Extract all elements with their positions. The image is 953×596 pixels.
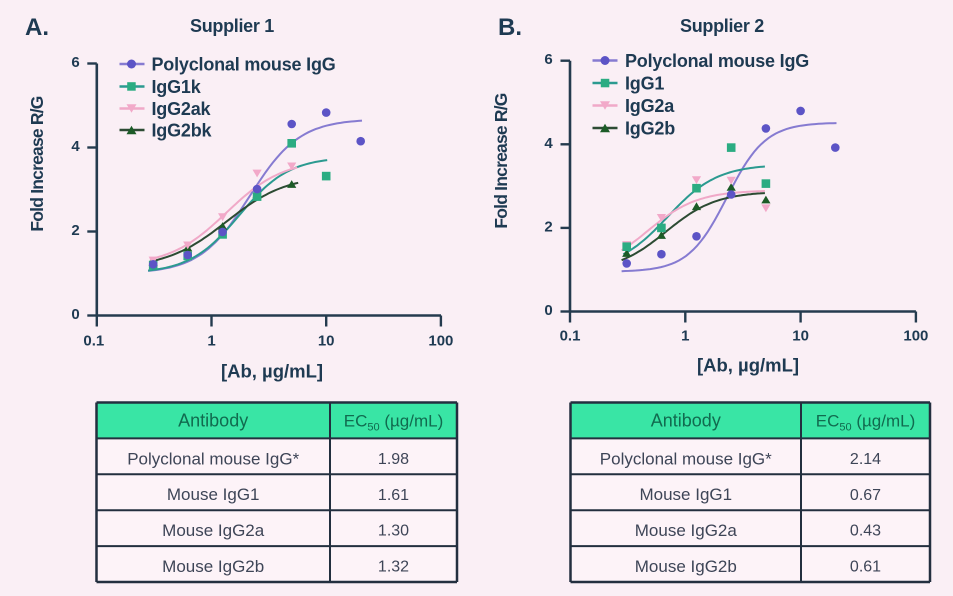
svg-text:4: 4 xyxy=(544,135,553,152)
svg-text:1.98: 1.98 xyxy=(378,451,409,468)
svg-text:IgG1: IgG1 xyxy=(625,74,664,94)
svg-text:[Ab, µg/mL]: [Ab, µg/mL] xyxy=(697,355,799,376)
svg-text:0: 0 xyxy=(71,306,79,323)
svg-text:1: 1 xyxy=(681,328,689,345)
svg-text:Supplier 2: Supplier 2 xyxy=(680,16,764,36)
svg-text:IgG1k: IgG1k xyxy=(152,77,202,97)
svg-text:IgG2bk: IgG2bk xyxy=(152,121,213,141)
svg-text:4: 4 xyxy=(71,138,80,155)
svg-text:6: 6 xyxy=(71,54,79,71)
svg-text:6: 6 xyxy=(544,51,552,68)
svg-text:100: 100 xyxy=(428,333,453,350)
svg-text:Polyclonal mouse IgG: Polyclonal mouse IgG xyxy=(625,51,809,71)
svg-text:0.1: 0.1 xyxy=(83,333,104,350)
svg-text:0.67: 0.67 xyxy=(850,487,881,504)
svg-text:Mouse IgG2b: Mouse IgG2b xyxy=(635,557,737,576)
svg-text:Mouse IgG1: Mouse IgG1 xyxy=(639,485,732,504)
svg-text:IgG2a: IgG2a xyxy=(625,96,675,116)
svg-text:Fold Increase R/G: Fold Increase R/G xyxy=(491,93,511,228)
svg-text:[Ab, µg/mL]: [Ab, µg/mL] xyxy=(221,361,323,382)
svg-text:Polyclonal mouse IgG: Polyclonal mouse IgG xyxy=(152,55,336,75)
svg-text:EC50 (µg/mL): EC50 (µg/mL) xyxy=(344,411,444,433)
svg-text:10: 10 xyxy=(318,333,335,350)
svg-text:Polyclonal mouse IgG*: Polyclonal mouse IgG* xyxy=(127,449,299,468)
svg-text:1.32: 1.32 xyxy=(378,559,409,576)
svg-text:A.: A. xyxy=(25,14,49,41)
svg-text:0.43: 0.43 xyxy=(850,523,881,540)
svg-text:100: 100 xyxy=(903,328,928,345)
svg-text:Polyclonal mouse IgG*: Polyclonal mouse IgG* xyxy=(600,449,772,468)
svg-text:Supplier 1: Supplier 1 xyxy=(190,16,274,36)
svg-text:1.30: 1.30 xyxy=(378,523,409,540)
svg-text:2.14: 2.14 xyxy=(850,451,881,468)
svg-text:0.1: 0.1 xyxy=(560,328,581,345)
svg-text:2: 2 xyxy=(544,218,552,235)
svg-text:EC50 (µg/mL): EC50 (µg/mL) xyxy=(816,411,916,433)
svg-text:Mouse IgG2a: Mouse IgG2a xyxy=(635,521,738,540)
svg-text:1.61: 1.61 xyxy=(378,487,409,504)
svg-text:0: 0 xyxy=(544,302,552,319)
svg-text:1: 1 xyxy=(207,333,215,350)
svg-text:Antibody: Antibody xyxy=(651,410,721,430)
svg-text:Antibody: Antibody xyxy=(178,410,248,430)
svg-text:IgG2b: IgG2b xyxy=(625,119,675,139)
svg-text:Mouse IgG2a: Mouse IgG2a xyxy=(162,521,265,540)
svg-text:IgG2ak: IgG2ak xyxy=(152,99,212,119)
svg-text:2: 2 xyxy=(71,222,79,239)
svg-text:0.61: 0.61 xyxy=(850,559,881,576)
svg-text:10: 10 xyxy=(792,328,809,345)
svg-text:Mouse IgG1: Mouse IgG1 xyxy=(167,485,260,504)
svg-text:Fold Increase R/G: Fold Increase R/G xyxy=(27,96,47,231)
svg-text:Mouse IgG2b: Mouse IgG2b xyxy=(162,557,264,576)
svg-text:B.: B. xyxy=(498,14,522,41)
